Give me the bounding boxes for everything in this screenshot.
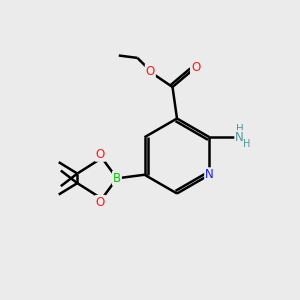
Text: O: O	[146, 65, 155, 78]
Text: O: O	[96, 148, 105, 161]
Text: O: O	[96, 196, 105, 209]
Text: N: N	[205, 168, 214, 181]
Text: H: H	[243, 139, 251, 149]
Text: O: O	[191, 61, 200, 74]
Text: B: B	[113, 172, 121, 185]
Text: H: H	[236, 124, 243, 134]
Text: N: N	[235, 131, 244, 144]
